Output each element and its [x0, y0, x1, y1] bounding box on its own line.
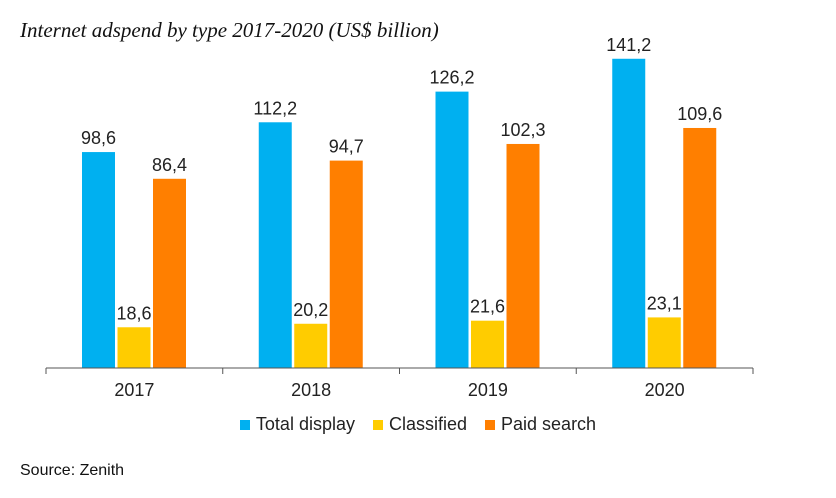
data-label-classified-2018: 20,2: [293, 300, 328, 320]
legend-label-classified: Classified: [388, 414, 468, 434]
data-label-total-display-2017: 98,6: [81, 128, 116, 148]
data-label-classified-2020: 23,1: [647, 293, 682, 313]
legend-label-total-display: Total display: [255, 414, 355, 434]
data-label-paid-search-2017: 86,4: [152, 155, 187, 175]
data-label-total-display-2018: 112,2: [253, 98, 297, 118]
legend: Total display Classified Paid search: [0, 414, 836, 435]
bar-total-display-2018: [258, 122, 292, 368]
x-tick-label-2017: 2017: [114, 380, 154, 400]
x-tick-label-2018: 2018: [291, 380, 331, 400]
source-note: Source: Zenith: [20, 462, 125, 479]
bar-paid-search-2017: [153, 178, 186, 368]
bar-total-display-2020: [612, 58, 646, 368]
bar-classified-2017: [117, 327, 151, 368]
chart-title: Internet adspend by type 2017-2020 (US$ …: [20, 18, 439, 42]
legend-swatch-paid-search: [485, 419, 496, 430]
x-tick-label-2019: 2019: [468, 380, 508, 400]
data-label-total-display-2020: 141,2: [606, 35, 651, 55]
data-label-total-display-2019: 126,2: [429, 68, 474, 88]
data-label-classified-2017: 18,6: [116, 303, 151, 323]
legend-swatch-classified: [372, 419, 383, 430]
x-tick-label-2020: 2020: [645, 380, 685, 400]
bar-paid-search-2018: [329, 160, 363, 368]
bar-classified-2020: [647, 317, 681, 368]
bar-total-display-2019: [435, 91, 469, 368]
data-label-paid-search-2020: 109,6: [677, 104, 722, 124]
legend-item-classified: Classified: [372, 414, 468, 435]
legend-swatch-total-display: [239, 419, 250, 430]
bar-paid-search-2019: [506, 143, 540, 368]
bar-classified-2019: [471, 320, 504, 368]
data-label-classified-2019: 21,6: [470, 297, 505, 317]
data-label-paid-search-2018: 94,7: [329, 137, 364, 157]
data-label-paid-search-2019: 102,3: [500, 120, 545, 140]
legend-item-paid-search: Paid search: [485, 414, 596, 435]
bar-paid-search-2020: [683, 127, 717, 368]
legend-label-paid-search: Paid search: [501, 414, 597, 434]
bar-total-display-2017: [82, 152, 115, 368]
bar-classified-2018: [294, 323, 328, 368]
legend-item-total-display: Total display: [239, 414, 355, 435]
